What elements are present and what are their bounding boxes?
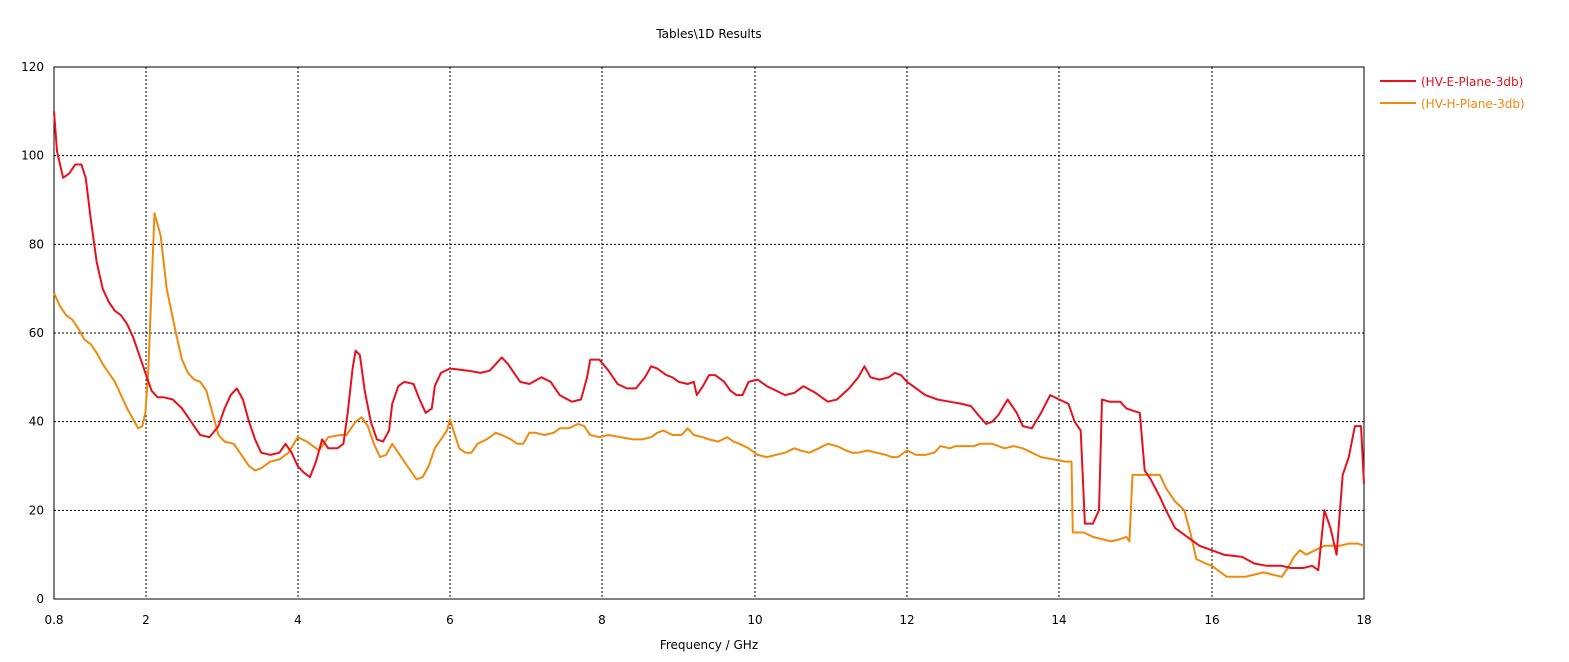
x-tick-label: 0.8 xyxy=(44,613,63,627)
x-tick-label: 2 xyxy=(142,613,150,627)
series-layer xyxy=(53,111,1365,578)
x-tick-label: 16 xyxy=(1204,613,1219,627)
series-line-2 xyxy=(53,212,1365,578)
y-tick-label: 120 xyxy=(21,60,44,74)
x-tick-label: 6 xyxy=(446,613,454,627)
x-tick-label: 8 xyxy=(598,613,606,627)
series-line-1 xyxy=(53,111,1365,572)
legend-item-2[interactable]: (HV-H-Plane-3db) xyxy=(1380,97,1525,111)
legend-label: (HV-H-Plane-3db) xyxy=(1421,97,1525,111)
y-tick-label: 80 xyxy=(29,237,44,251)
legend-label: (HV-E-Plane-3db) xyxy=(1421,75,1523,89)
y-tick-label: 0 xyxy=(36,592,44,606)
plot-area xyxy=(53,66,1365,600)
y-tick-label: 20 xyxy=(29,503,44,517)
x-tick-label: 14 xyxy=(1051,613,1066,627)
y-tick-label: 40 xyxy=(29,415,44,429)
x-tick-label: 4 xyxy=(294,613,302,627)
legend-item-1[interactable]: (HV-E-Plane-3db) xyxy=(1380,75,1523,89)
grid xyxy=(54,67,1364,599)
y-tick-label: 100 xyxy=(21,149,44,163)
chart-title: Tables\1D Results xyxy=(655,27,761,41)
x-tick-label: 12 xyxy=(899,613,914,627)
x-tick-label: 10 xyxy=(747,613,762,627)
x-axis: 0.8 2 4 6 8 10 12 14 16 18 xyxy=(44,613,1371,627)
y-axis: 0 20 40 60 80 100 120 xyxy=(21,60,44,606)
x-tick-label: 18 xyxy=(1356,613,1371,627)
x-axis-label: Frequency / GHz xyxy=(660,638,758,652)
legend[interactable]: (HV-E-Plane-3db) (HV-H-Plane-3db) xyxy=(1380,75,1525,111)
y-tick-label: 60 xyxy=(29,326,44,340)
